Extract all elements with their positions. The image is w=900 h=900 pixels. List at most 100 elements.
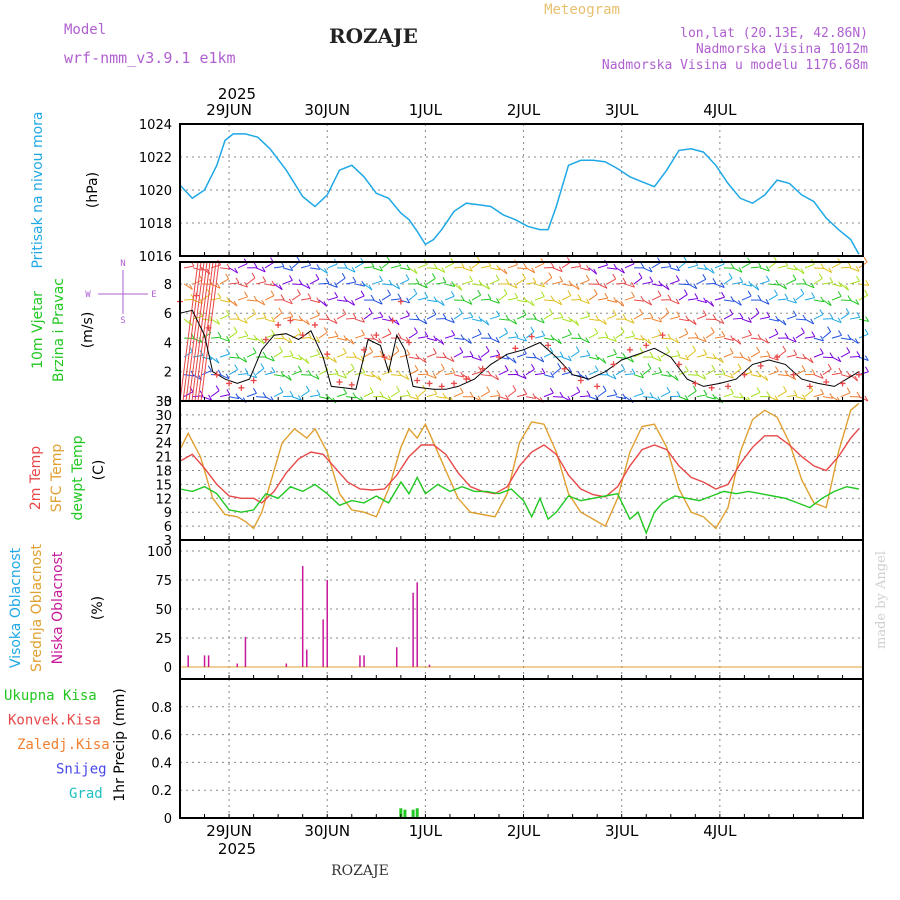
gust-marker <box>741 371 748 378</box>
wind-barb <box>417 297 428 301</box>
wind-barb <box>804 297 815 301</box>
wind-barb <box>336 337 347 341</box>
wind-barb <box>489 279 500 285</box>
wind-barb <box>282 279 293 285</box>
wind-barb <box>426 374 437 379</box>
wind-barb <box>273 312 283 320</box>
wind-barb-flag <box>377 375 382 381</box>
wind-barb-flag <box>838 330 842 336</box>
wind-barb <box>516 374 527 380</box>
wind-barb <box>732 396 743 399</box>
wind-barb <box>184 265 195 269</box>
wind-barb-flag <box>325 393 330 400</box>
tsfc-line <box>179 402 860 530</box>
wind-barb <box>786 354 797 358</box>
wind-barb-flag <box>720 318 725 324</box>
y-tick-label: 2 <box>164 366 172 381</box>
wind-barb <box>813 267 824 270</box>
wind-barb-flag <box>523 296 528 303</box>
wind-barb <box>480 283 490 290</box>
wind-barb <box>390 298 402 301</box>
wind-barb-flag <box>262 276 267 282</box>
wind-barb-flag <box>809 357 814 364</box>
wind-barb <box>498 369 509 376</box>
wind-barb <box>426 277 436 285</box>
wind-barb <box>399 279 410 285</box>
wind-barb-flag <box>864 328 869 335</box>
wind-barb-flag <box>289 311 294 317</box>
wind-barb <box>498 396 509 401</box>
wind-barb-flag <box>477 289 482 296</box>
wind-barb <box>678 333 689 339</box>
wind-barb-flag <box>783 283 788 290</box>
wind-barb-flag <box>838 367 843 374</box>
wind-barb <box>372 374 382 381</box>
wind-barb-flag <box>522 373 527 379</box>
wind-barb <box>597 264 608 269</box>
wind-barb-flag <box>379 311 384 318</box>
wind-barb <box>264 371 275 376</box>
wind-barb <box>462 267 473 272</box>
wind-barb-flag <box>423 282 428 288</box>
wind-barb <box>201 370 212 376</box>
wind-barb-flag <box>602 358 607 364</box>
wind-barb <box>480 374 492 377</box>
y-tick-label: 4 <box>164 336 172 351</box>
wind-barb-flag <box>775 315 780 322</box>
wind-barb-flag <box>703 297 708 303</box>
y-tick-label: 30 <box>155 409 172 424</box>
wind-barb <box>849 355 860 358</box>
wind-barb <box>471 333 482 339</box>
wind-barb-flag <box>774 328 779 335</box>
wind-barb-flag <box>440 363 445 370</box>
wind-barb-flag <box>350 338 355 345</box>
wind-barb-flag <box>729 347 734 354</box>
compass-e: E <box>151 290 156 300</box>
gust-marker <box>205 324 212 331</box>
wind-barb-flag <box>512 357 517 364</box>
wind-barb <box>723 299 734 302</box>
wind-barb <box>615 331 625 339</box>
wind-barb-flag <box>532 313 537 320</box>
wind-barb-flag <box>315 336 320 342</box>
gust-marker <box>406 339 413 346</box>
wind-barb-flag <box>593 268 598 275</box>
wind-barb <box>849 267 860 272</box>
y-tick-label: 3 <box>164 534 172 549</box>
wind-barb-flag <box>360 290 365 297</box>
wind-barb-flag <box>315 310 320 316</box>
wind-barb <box>489 337 500 343</box>
wind-barb <box>552 396 564 398</box>
gust-marker <box>659 332 666 339</box>
wind-barb <box>795 332 805 339</box>
wind-barb-flag <box>622 393 627 400</box>
wind-barb-flag <box>469 351 474 357</box>
wind-barb <box>597 336 608 339</box>
wind-barb-flag <box>604 369 609 376</box>
wind-barb-flag <box>504 327 509 334</box>
wind-barb <box>624 335 635 339</box>
wind-barb-flag <box>225 273 230 280</box>
wind-barb-flag <box>739 312 744 319</box>
gust-marker <box>725 383 732 390</box>
wind-barb <box>210 318 220 325</box>
wind-barb-flag <box>208 394 212 401</box>
wind-barb-flag <box>685 315 690 322</box>
wind-barb <box>318 299 328 307</box>
wind-barb-flag <box>387 395 392 401</box>
wind-barb-flag <box>333 318 338 324</box>
wind-barb <box>570 298 581 301</box>
wind-barb-flag <box>306 283 311 289</box>
wind-barb-flag <box>522 273 526 279</box>
wind-barb <box>840 266 851 269</box>
wind-barb <box>192 315 203 320</box>
gust-marker <box>708 384 715 391</box>
wind-barb <box>435 337 445 345</box>
wind-barb <box>534 372 545 376</box>
wind-barb-flag <box>702 310 707 316</box>
wind-barb-flag <box>550 262 555 268</box>
wind-barb <box>255 281 266 285</box>
wind-barb-flag <box>665 284 670 291</box>
wind-barb <box>687 318 697 326</box>
wind-barb <box>786 337 797 343</box>
